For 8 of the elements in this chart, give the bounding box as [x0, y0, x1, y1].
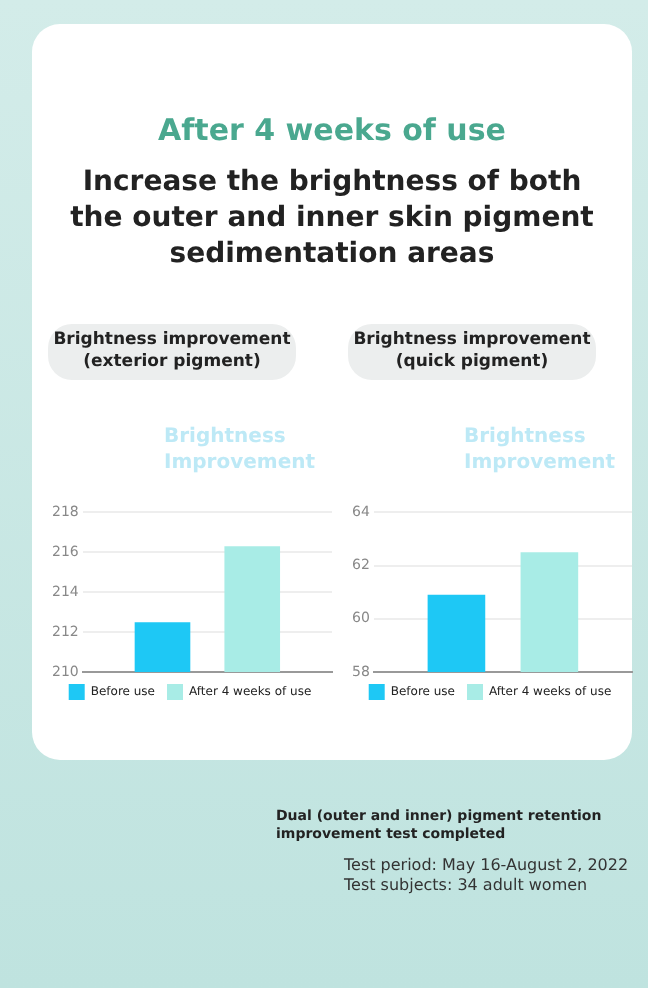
chart-title: Brightness improvement (exterior pigment) [48, 324, 296, 380]
text: Brightness Improvement [464, 424, 618, 476]
text: After 4 weeks of use [156, 112, 508, 148]
text: Test subjects: 34 adult women [344, 876, 588, 894]
text: Brightness Improvement [164, 424, 318, 476]
text: Increase the brightness of both the outer and inner skin pigment sedimentation areas [68, 164, 596, 272]
chart-title: Brightness improvement (quick pigment) [348, 324, 596, 380]
text: Test period: May 16-August 2, 2022 [344, 856, 629, 874]
